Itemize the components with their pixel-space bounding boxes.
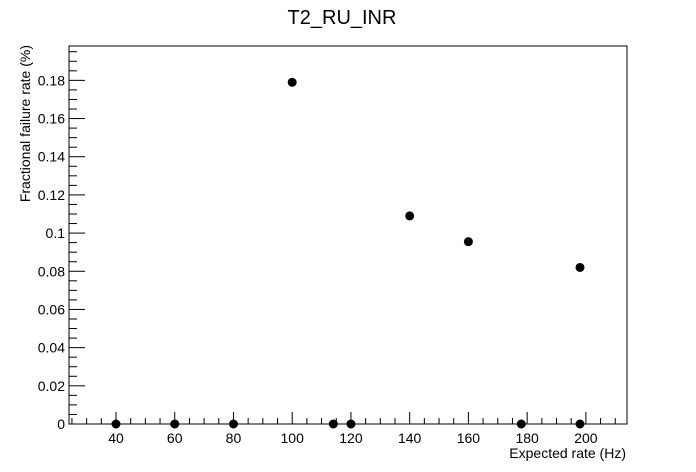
- data-point: [346, 419, 356, 429]
- x-tick-label: 140: [398, 430, 422, 446]
- data-point: [228, 419, 238, 429]
- x-axis-title: Expected rate (Hz): [509, 445, 626, 461]
- y-axis-title: Fractional failure rate (%): [17, 45, 33, 202]
- data-point: [405, 211, 415, 221]
- y-tick-label: 0.02: [38, 378, 65, 394]
- y-tick-label: 0: [57, 416, 65, 432]
- y-tick-label: 0.1: [46, 225, 66, 241]
- data-point: [111, 419, 121, 429]
- data-point: [328, 419, 338, 429]
- data-point: [575, 262, 585, 272]
- y-tick-label: 0.14: [38, 149, 65, 165]
- data-point: [463, 237, 473, 247]
- y-tick-label: 0.12: [38, 187, 65, 203]
- x-tick-label: 120: [339, 430, 363, 446]
- data-point: [575, 419, 585, 429]
- plot-frame: [68, 45, 628, 425]
- data-points: [111, 77, 585, 429]
- y-tick-label: 0.04: [38, 340, 65, 356]
- y-axis-tick-labels: 0 0.02 0.04 0.06 0.08 0.1 0.12 0.14 0.16 0.18: [38, 72, 65, 432]
- data-point: [170, 419, 180, 429]
- x-tick-label: 80: [226, 430, 242, 446]
- x-axis-ticks: [71, 412, 616, 424]
- x-tick-label: 160: [457, 430, 481, 446]
- y-axis-ticks: [69, 51, 85, 425]
- x-axis-tick-labels: 40 60 80 100 120 140 160 180 200: [108, 430, 598, 446]
- chart-title: T2_RU_INR: [288, 7, 397, 29]
- data-point: [287, 77, 297, 87]
- x-tick-label: 60: [167, 430, 183, 446]
- data-point: [516, 419, 526, 429]
- x-tick-label: 40: [108, 430, 124, 446]
- y-tick-label: 0.18: [38, 72, 65, 88]
- y-tick-label: 0.16: [38, 111, 65, 127]
- x-tick-label: 100: [281, 430, 305, 446]
- x-tick-label: 200: [574, 430, 598, 446]
- x-tick-label: 180: [515, 430, 539, 446]
- y-tick-label: 0.06: [38, 301, 65, 317]
- y-tick-label: 0.08: [38, 263, 65, 279]
